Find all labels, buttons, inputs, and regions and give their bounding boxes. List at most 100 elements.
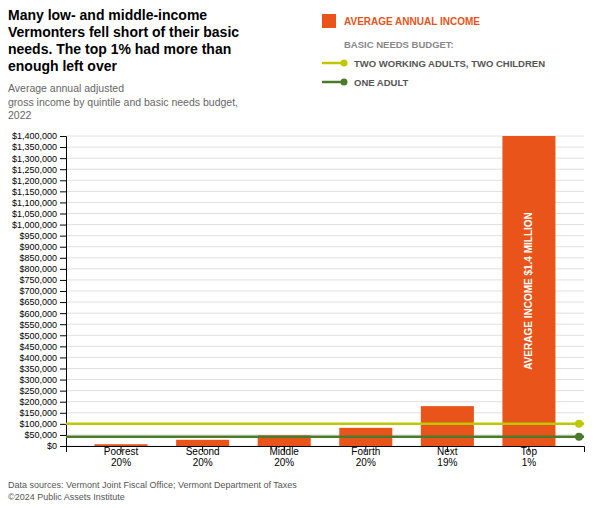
legend-dot [341, 79, 348, 86]
y-tick: $200,000 [19, 397, 66, 407]
y-tick: $50,000 [24, 430, 66, 440]
y-tick: $900,000 [19, 242, 66, 252]
y-tick-label: $700,000 [19, 286, 57, 296]
y-tick-label: $900,000 [19, 242, 57, 252]
y-tick-mark [60, 291, 66, 292]
y-tick-label: $1,350,000 [12, 142, 57, 152]
y-tick: $100,000 [19, 419, 66, 429]
y-tick-label: $600,000 [19, 309, 57, 319]
x-tick-label: Poorest20% [104, 446, 139, 468]
y-tick-label: $400,000 [19, 353, 57, 363]
y-tick-label: $800,000 [19, 264, 57, 274]
y-tick-mark [60, 269, 66, 270]
y-tick-label: $300,000 [19, 375, 57, 385]
y-tick-mark [60, 369, 66, 370]
y-tick-label: $1,250,000 [12, 165, 57, 175]
x-tick-label-line: Next [437, 446, 458, 457]
y-axis: $0$50,000$100,000$150,000$200,000$250,00… [12, 131, 67, 451]
x-tick: Poorest20% [104, 446, 139, 468]
y-tick-label: $0 [47, 441, 57, 451]
legend-label: ONE ADULT [354, 77, 409, 88]
y-tick-label: $450,000 [19, 342, 57, 352]
x-tick-label-line: 20% [274, 457, 294, 468]
x-tick-label: Next19% [437, 446, 458, 468]
y-tick-mark [60, 258, 66, 259]
footnote-line: ©2024 Public Assets Institute [8, 492, 125, 502]
y-tick-mark [60, 180, 66, 181]
x-tick: Second20% [186, 446, 220, 468]
x-tick-label-line: Second [186, 446, 220, 457]
y-tick: $0 [47, 441, 66, 451]
title-line: Many low- and middle-income [8, 7, 207, 23]
y-tick-label: $1,150,000 [12, 187, 57, 197]
y-tick-label: $1,050,000 [12, 209, 57, 219]
y-tick: $500,000 [19, 331, 66, 341]
y-tick-label: $950,000 [19, 231, 57, 241]
y-tick-label: $200,000 [19, 397, 57, 407]
y-tick: $750,000 [19, 275, 66, 285]
bar [502, 136, 555, 446]
y-tick-mark [60, 346, 66, 347]
y-tick: $650,000 [19, 297, 66, 307]
y-tick: $1,350,000 [12, 142, 66, 152]
y-tick: $400,000 [19, 353, 66, 363]
title: Many low- and middle-incomeVermonters fe… [8, 7, 239, 74]
reference-line [66, 435, 584, 438]
chart-container: Many low- and middle-incomeVermonters fe… [0, 0, 600, 508]
y-tick-label: $850,000 [19, 253, 57, 263]
x-tick: Next19% [437, 446, 458, 468]
y-tick: $1,250,000 [12, 165, 66, 175]
x-tick-label-line: Middle [269, 446, 299, 457]
y-tick: $150,000 [19, 408, 66, 418]
x-tick: Fourth20% [351, 446, 380, 468]
y-tick-mark [60, 380, 66, 381]
y-tick-mark [60, 324, 66, 325]
title-line: Vermonters fell short of their basic [8, 24, 239, 40]
x-tick-label-line: Poorest [104, 446, 139, 457]
subtitle: Average annual adjustedgross income by q… [8, 82, 238, 121]
y-tick: $1,200,000 [12, 176, 66, 186]
y-tick-mark [60, 302, 66, 303]
x-tick-label-line: 1% [522, 457, 537, 468]
y-tick-label: $500,000 [19, 331, 57, 341]
y-tick-label: $100,000 [19, 419, 57, 429]
y-tick: $1,000,000 [12, 220, 66, 230]
y-tick-mark [60, 446, 66, 447]
x-tick-label-line: 19% [437, 457, 457, 468]
y-tick-mark [60, 357, 66, 358]
marks [66, 136, 584, 446]
reference-line [66, 423, 584, 426]
legend-dot [341, 60, 348, 67]
y-tick-mark [60, 236, 66, 237]
grid-line [66, 423, 584, 424]
y-tick-mark [60, 435, 66, 436]
x-axis-line [67, 447, 585, 453]
x-axis: Poorest20%Second20%Middle20%Fourth20%Nex… [67, 446, 585, 468]
y-tick-mark [60, 136, 66, 137]
y-tick-mark [60, 313, 66, 314]
y-tick-label: $650,000 [19, 297, 57, 307]
y-tick: $1,400,000 [12, 131, 66, 141]
y-tick-label: $150,000 [19, 408, 57, 418]
y-tick-mark [60, 191, 66, 192]
y-tick-label: $1,300,000 [12, 154, 57, 164]
x-tick-label: Middle20% [269, 446, 299, 468]
footnote-line: Data sources: Vermont Joint Fiscal Offic… [8, 480, 297, 490]
y-tick-mark [60, 202, 66, 203]
x-tick: Top1% [521, 446, 538, 468]
y-tick-mark [60, 280, 66, 281]
reference-line-dot [575, 420, 583, 428]
y-tick: $950,000 [19, 231, 66, 241]
y-tick: $1,300,000 [12, 154, 66, 164]
chart-svg: Many low- and middle-incomeVermonters fe… [0, 0, 600, 508]
y-tick: $850,000 [19, 253, 66, 263]
reference-line-dot [575, 433, 583, 441]
x-tick-label-line: Top [521, 446, 538, 457]
y-tick: $700,000 [19, 286, 66, 296]
title-line: needs. The top 1% had more than [8, 41, 231, 57]
y-tick-mark [60, 158, 66, 159]
x-tick-label: Fourth20% [351, 446, 380, 468]
x-tick-label-line: 20% [111, 457, 131, 468]
legend-swatch [322, 14, 336, 28]
y-tick: $800,000 [19, 264, 66, 274]
